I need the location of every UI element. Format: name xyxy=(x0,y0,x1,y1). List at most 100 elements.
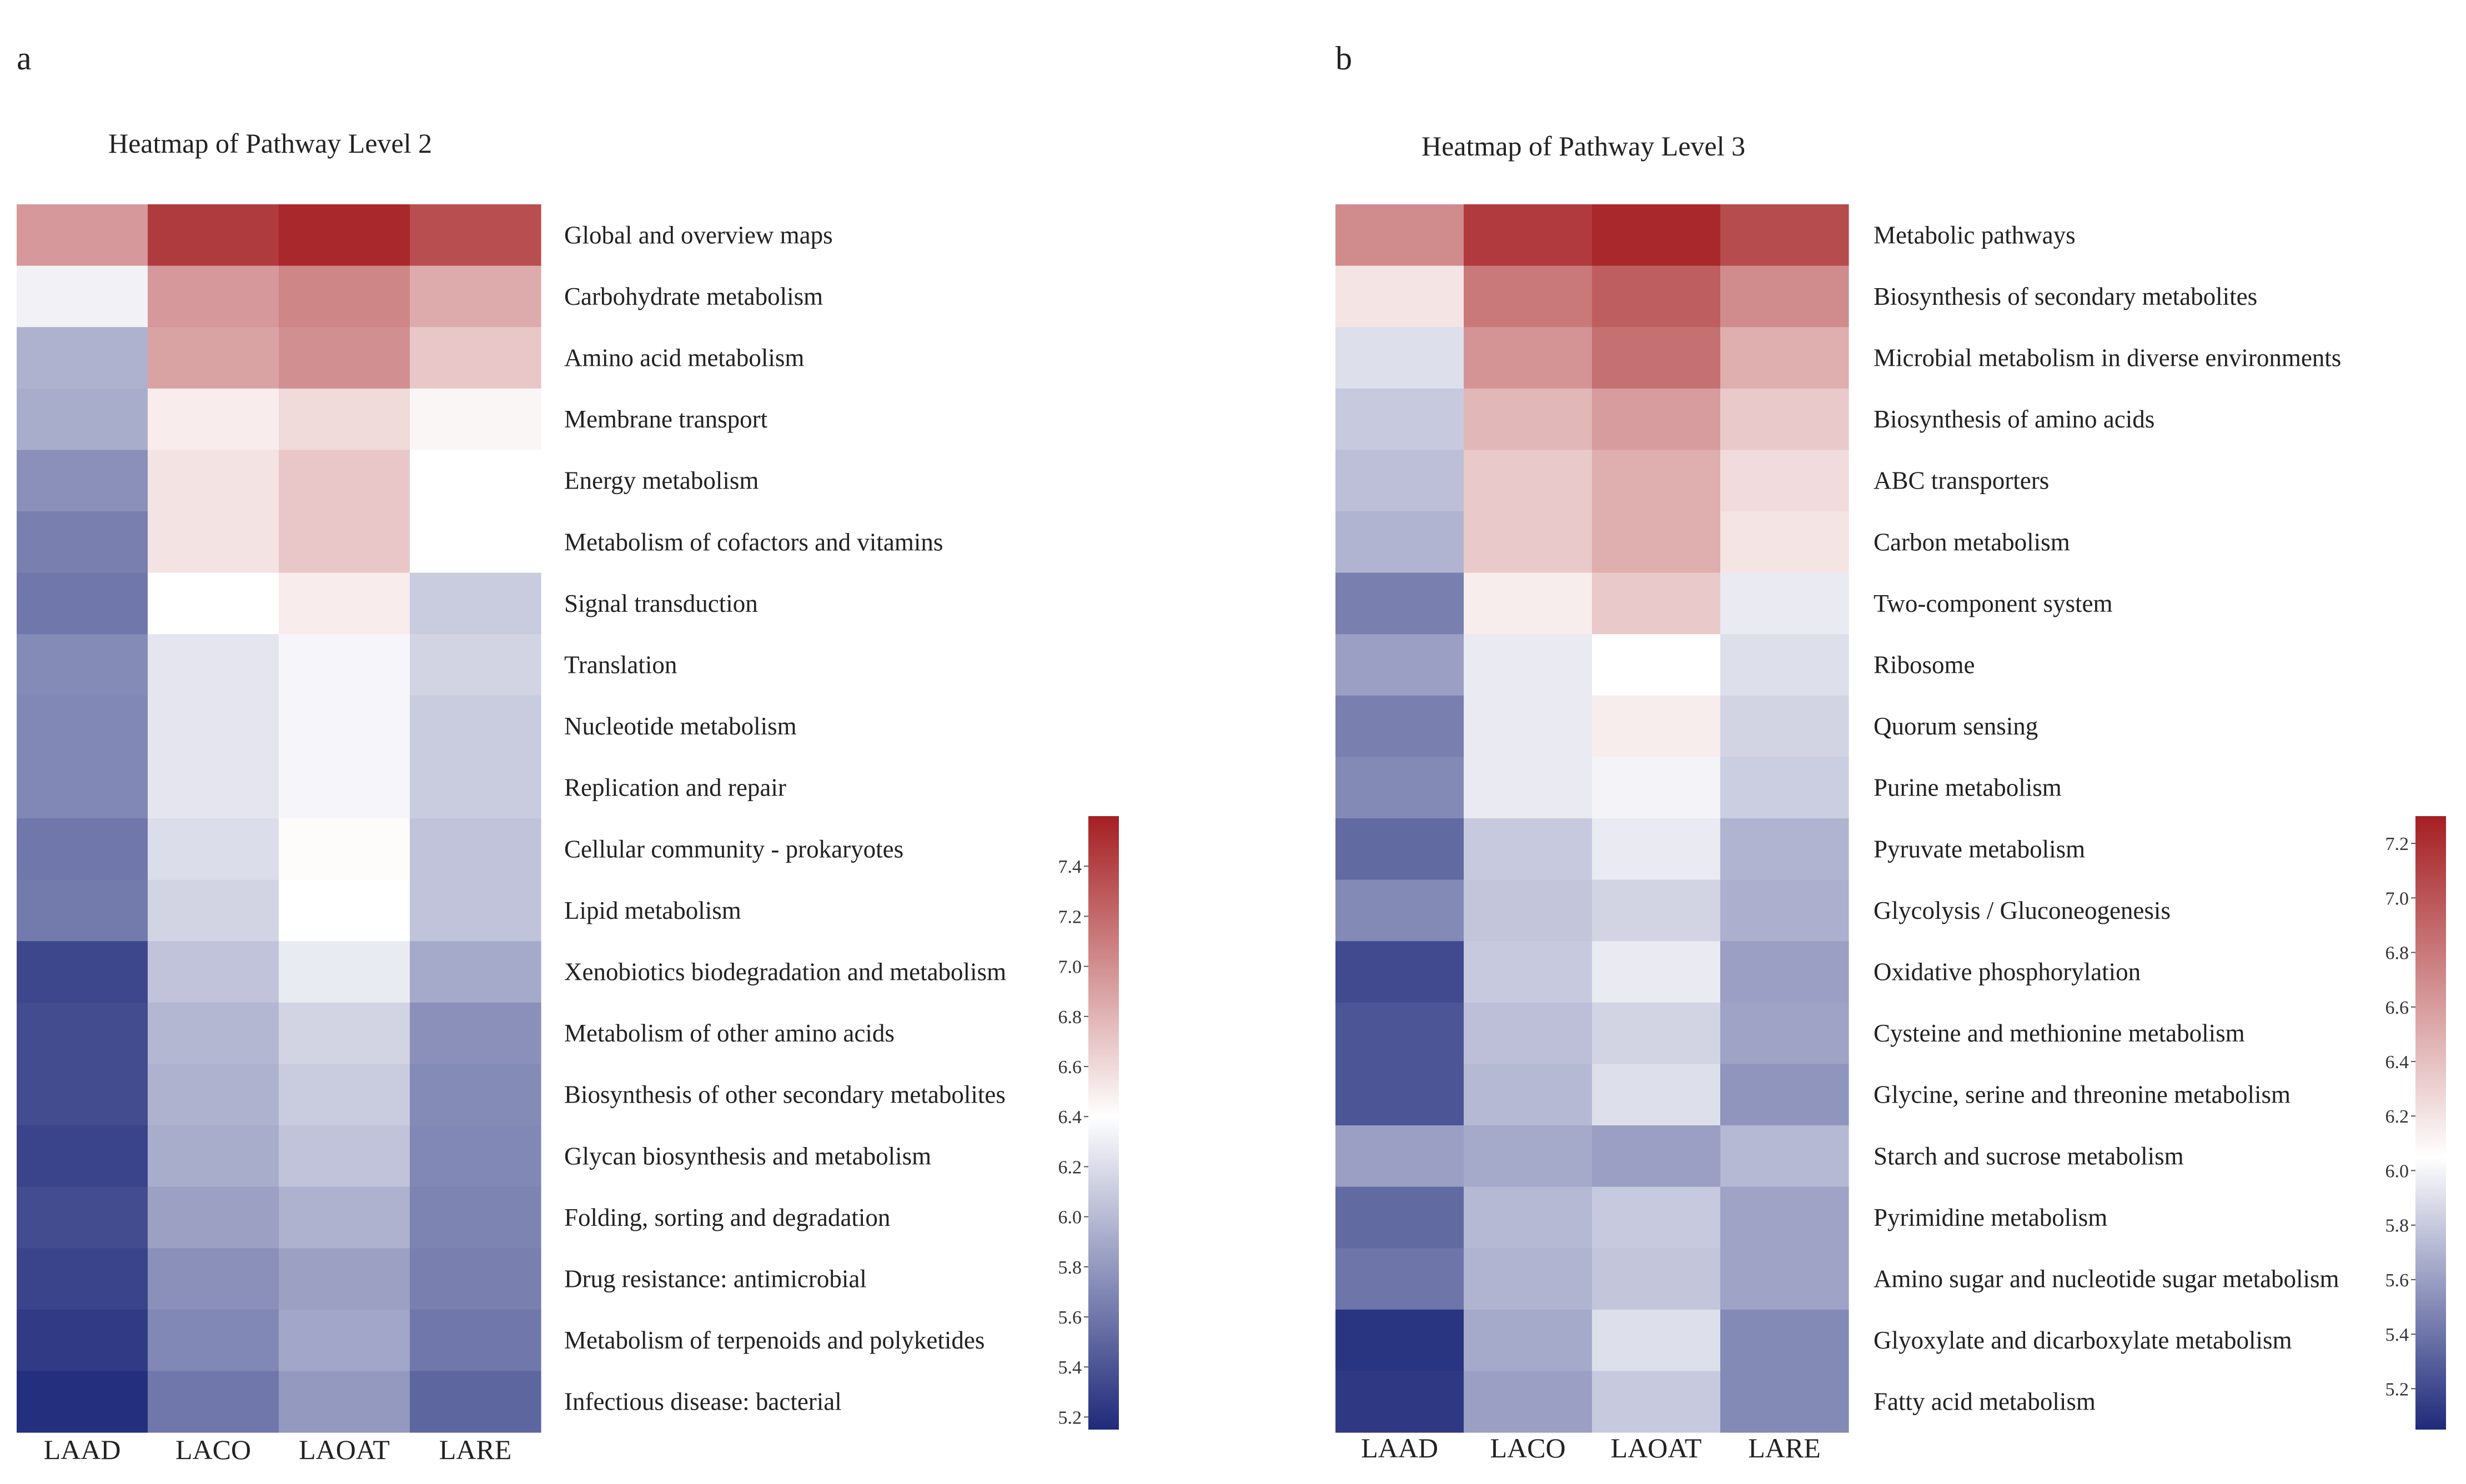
heatmap-cell xyxy=(148,634,279,696)
row-label: Xenobiotics biodegradation and metabolis… xyxy=(564,958,1006,986)
colorbar-tick-label: 6.4 xyxy=(1058,1107,1082,1128)
heatmap-cell xyxy=(1592,818,1721,881)
heatmap-title-b: Heatmap of Pathway Level 3 xyxy=(1422,130,1745,162)
heatmap-cell xyxy=(410,634,541,696)
colorbar-tick-label: 6.0 xyxy=(2385,1161,2409,1181)
heatmap-cells-a xyxy=(17,204,541,1433)
heatmap-cell xyxy=(148,1371,279,1433)
heatmap-cell xyxy=(1720,879,1849,942)
heatmap-cell xyxy=(1592,1309,1721,1371)
heatmap-cell xyxy=(279,388,410,450)
colorbar-tick-label: 7.4 xyxy=(1058,857,1082,877)
colorbar-a: 5.2 5.4 5.6 5.8 6.0 6.2 6.4 6.6 6.8 7.0 7.2 7.4 xyxy=(1058,816,1119,1430)
row-label: Carbohydrate metabolism xyxy=(564,283,823,310)
heatmap-cell xyxy=(1720,511,1849,574)
panel-label-a: a xyxy=(17,40,32,77)
heatmap-cell xyxy=(17,1186,148,1249)
heatmap-cell xyxy=(410,1309,541,1371)
heatmap-cells-b xyxy=(1335,204,1849,1433)
heatmap-cell xyxy=(1464,572,1593,635)
heatmap-cell xyxy=(1720,388,1849,450)
heatmap-cell xyxy=(1464,1371,1593,1433)
heatmap-cell xyxy=(148,1002,279,1064)
heatmap-cell xyxy=(410,204,541,266)
heatmap-cell xyxy=(410,879,541,942)
heatmap-cell xyxy=(1720,634,1849,696)
heatmap-cell xyxy=(279,265,410,328)
colorbar-tick-label: 7.2 xyxy=(2385,834,2409,854)
heatmap-cell xyxy=(1464,450,1593,512)
row-label: Infectious disease: bacterial xyxy=(564,1388,842,1416)
heatmap-cell xyxy=(1335,265,1464,328)
row-label: Pyrimidine metabolism xyxy=(1874,1204,2107,1231)
row-label: Cellular community - prokaryotes xyxy=(564,835,903,863)
column-labels-b: LAAD LACO LAOAT LARE xyxy=(1361,1432,1821,1463)
heatmap-cell xyxy=(1592,941,1721,1003)
row-label: Amino sugar and nucleotide sugar metabol… xyxy=(1874,1265,2339,1293)
heatmap-cell xyxy=(1464,879,1593,942)
row-label: Nucleotide metabolism xyxy=(564,712,797,740)
heatmap-cell xyxy=(1720,204,1849,266)
colorbar-tick-label: 6.4 xyxy=(2385,1052,2409,1073)
heatmap-cell xyxy=(1720,1186,1849,1249)
heatmap-cell xyxy=(1720,1309,1849,1371)
heatmap-cell xyxy=(17,818,148,881)
colorbar-tick-label: 6.6 xyxy=(1058,1057,1082,1078)
column-label: LACO xyxy=(175,1434,251,1465)
heatmap-cell xyxy=(279,941,410,1003)
heatmap-cell xyxy=(1592,265,1721,328)
row-label: Drug resistance: antimicrobial xyxy=(564,1265,867,1293)
row-label: Replication and repair xyxy=(564,774,786,802)
column-label: LARE xyxy=(439,1434,512,1465)
heatmap-cell xyxy=(1592,1002,1721,1064)
row-label: Cysteine and methionine metabolism xyxy=(1874,1019,2245,1047)
panel-label-b: b xyxy=(1335,40,1352,77)
heatmap-cell xyxy=(410,941,541,1003)
row-label: Signal transduction xyxy=(564,590,758,617)
colorbar-tick-label: 6.2 xyxy=(2385,1106,2409,1127)
heatmap-cell xyxy=(1592,204,1721,266)
heatmap-cell xyxy=(279,1064,410,1126)
heatmap-cell xyxy=(279,450,410,512)
row-label: Metabolic pathways xyxy=(1874,221,2076,249)
row-label: Amino acid metabolism xyxy=(564,344,804,372)
column-labels-a: LAAD LACO LAOAT LARE xyxy=(44,1434,512,1465)
heatmap-cell xyxy=(1592,511,1721,574)
heatmap-cell xyxy=(410,327,541,389)
heatmap-cell xyxy=(1592,757,1721,819)
colorbar-tick-label: 6.0 xyxy=(1058,1208,1082,1228)
colorbar-gradient xyxy=(1088,816,1119,1430)
heatmap-cell xyxy=(1335,634,1464,696)
heatmap-cell xyxy=(1464,204,1593,266)
heatmap-cell xyxy=(1335,450,1464,512)
heatmap-cell xyxy=(410,1248,541,1310)
heatmap-cell xyxy=(279,511,410,574)
heatmap-cell xyxy=(1464,1064,1593,1126)
colorbar-tick-label: 5.6 xyxy=(2385,1270,2409,1291)
heatmap-cell xyxy=(1335,1371,1464,1433)
column-label: LAOAT xyxy=(299,1434,390,1465)
heatmap-cell xyxy=(17,941,148,1003)
heatmap-cell xyxy=(148,695,279,757)
colorbar-tick-label: 6.6 xyxy=(2385,998,2409,1018)
heatmap-cell xyxy=(279,1371,410,1433)
heatmap-cell xyxy=(1464,1248,1593,1310)
row-label: Glycan biosynthesis and metabolism xyxy=(564,1142,931,1170)
row-label: Global and overview maps xyxy=(564,221,833,249)
row-label: Metabolism of cofactors and vitamins xyxy=(564,528,943,556)
row-label: Glyoxylate and dicarboxylate metabolism xyxy=(1874,1326,2292,1354)
colorbar-tick-label: 5.4 xyxy=(1058,1357,1082,1378)
heatmap-cell xyxy=(1592,572,1721,635)
heatmap-cell xyxy=(1335,511,1464,574)
heatmap-cell xyxy=(410,1002,541,1064)
heatmap-cell xyxy=(1464,757,1593,819)
row-label: ABC transporters xyxy=(1874,467,2049,495)
heatmap-cell xyxy=(1592,450,1721,512)
heatmap-cell xyxy=(410,1064,541,1126)
heatmap-cell xyxy=(148,1248,279,1310)
heatmap-cell xyxy=(279,879,410,942)
heatmap-cell xyxy=(1592,327,1721,389)
heatmap-cell xyxy=(1335,695,1464,757)
heatmap-cell xyxy=(1335,204,1464,266)
heatmap-cell xyxy=(148,204,279,266)
